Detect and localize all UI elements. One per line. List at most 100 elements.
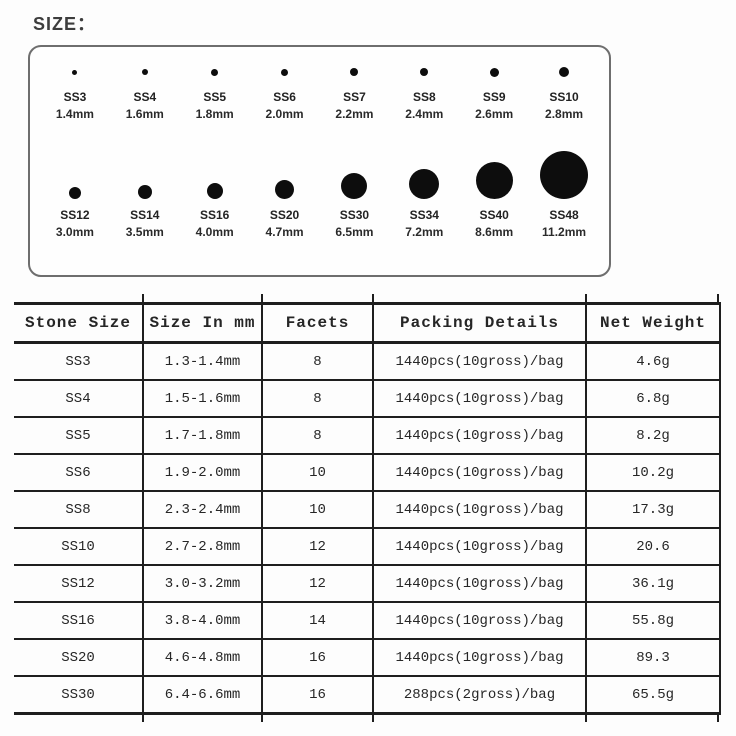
- size-item-ss14: SS14 3.5mm: [110, 147, 180, 239]
- table-row: SS16 3.8-4.0mm 14 1440pcs(10gross)/bag 55.8g: [14, 602, 721, 640]
- table-cell: 12: [261, 565, 373, 603]
- stone-mm-label: 2.2mm: [335, 107, 374, 121]
- dot-holder: [540, 147, 589, 199]
- size-item-ss3: SS3 1.4mm: [40, 63, 110, 121]
- table-cell: 6.4-6.6mm: [142, 676, 262, 715]
- table-cell: 4.6g: [585, 342, 721, 381]
- dot-holder: [409, 147, 440, 199]
- stone-code-label: SS30: [339, 208, 370, 222]
- size-diagram-box: SS3 1.4mm SS4 1.6mm SS5 1.8mm SS6 2.0mm SS7 2.2mm…: [28, 45, 611, 277]
- table-cell: 2.7-2.8mm: [142, 528, 262, 566]
- stone-dot-icon: [409, 169, 440, 199]
- table-cell: 1440pcs(10gross)/bag: [372, 528, 586, 566]
- table-row: SS4 1.5-1.6mm 8 1440pcs(10gross)/bag 6.8g: [14, 380, 721, 418]
- table-cell: 1.3-1.4mm: [142, 342, 262, 381]
- table-cell: 89.3: [585, 639, 721, 677]
- size-item-ss30: SS30 6.5mm: [320, 147, 390, 239]
- table-cell: 16: [261, 676, 373, 715]
- stone-mm-label: 4.7mm: [265, 225, 304, 239]
- table-cell: 36.1g: [585, 565, 721, 603]
- table-cell: 3.0-3.2mm: [142, 565, 262, 603]
- table-cell: 3.8-4.0mm: [142, 602, 262, 640]
- table-cell: 10.2g: [585, 454, 721, 492]
- stone-code-label: SS40: [479, 208, 509, 222]
- dot-holder: [141, 63, 148, 81]
- table-row: SS20 4.6-4.8mm 16 1440pcs(10gross)/bag 89.3: [14, 639, 721, 677]
- table-cell: 8: [261, 342, 373, 381]
- stone-dot-icon: [141, 69, 148, 75]
- table-cell: 288pcs(2gross)/bag: [372, 676, 586, 715]
- stone-code-label: SS48: [549, 208, 579, 222]
- stone-dot-icon: [420, 68, 429, 76]
- stone-mm-label: 2.6mm: [475, 107, 514, 121]
- table-cell: 17.3g: [585, 491, 721, 529]
- table-stub-line: [142, 294, 144, 302]
- stone-dot-icon: [206, 183, 223, 199]
- stone-mm-label: 7.2mm: [405, 225, 444, 239]
- dot-holder: [281, 63, 289, 81]
- table-cell: 4.6-4.8mm: [142, 639, 262, 677]
- dot-holder: [350, 63, 359, 81]
- stone-dot-icon: [211, 68, 219, 76]
- size-item-ss8: SS8 2.4mm: [389, 63, 459, 121]
- table-stub-line: [372, 294, 374, 302]
- stone-code-label: SS5: [203, 90, 227, 104]
- stone-code-label: SS8: [412, 90, 436, 104]
- table-cell: 1.5-1.6mm: [142, 380, 262, 418]
- column-header: Net Weight: [585, 302, 721, 344]
- table-cell: 1.7-1.8mm: [142, 417, 262, 455]
- table-stub-line: [372, 714, 374, 722]
- table-cell: SS4: [14, 380, 143, 418]
- stone-dot-icon: [559, 67, 570, 77]
- size-item-ss10: SS10 2.8mm: [529, 63, 599, 121]
- table-cell: SS12: [14, 565, 143, 603]
- table-cell: SS30: [14, 676, 143, 715]
- table-cell: 1440pcs(10gross)/bag: [372, 380, 586, 418]
- table-cell: 1440pcs(10gross)/bag: [372, 602, 586, 640]
- column-header: Stone Size: [14, 302, 143, 344]
- size-item-ss16: SS16 4.0mm: [180, 147, 250, 239]
- stone-dot-icon: [275, 180, 295, 199]
- table-row: SS30 6.4-6.6mm 16 288pcs(2gross)/bag 65.5g: [14, 676, 721, 715]
- table-cell: 1440pcs(10gross)/bag: [372, 565, 586, 603]
- table-cell: 8.2g: [585, 417, 721, 455]
- table-cell: 12: [261, 528, 373, 566]
- table-cell: SS16: [14, 602, 143, 640]
- table-cell: 55.8g: [585, 602, 721, 640]
- table-cell: 1.9-2.0mm: [142, 454, 262, 492]
- stone-mm-label: 1.4mm: [55, 107, 94, 121]
- stone-dot-icon: [540, 151, 589, 199]
- table-cell: 20.6: [585, 528, 721, 566]
- stone-dot-icon: [72, 69, 78, 75]
- table-stub-line: [717, 294, 719, 302]
- size-item-ss9: SS9 2.6mm: [459, 63, 529, 121]
- table-cell: 10: [261, 454, 373, 492]
- stone-code-label: SS10: [549, 90, 579, 104]
- size-item-ss34: SS34 7.2mm: [389, 147, 459, 239]
- table-cell: 1440pcs(10gross)/bag: [372, 639, 586, 677]
- stone-code-label: SS7: [343, 90, 366, 104]
- stone-dot-icon: [281, 68, 289, 76]
- stone-code-label: SS4: [133, 90, 157, 104]
- table-cell: SS6: [14, 454, 143, 492]
- size-item-ss6: SS6 2.0mm: [250, 63, 320, 121]
- stone-code-label: SS34: [409, 208, 439, 222]
- stone-mm-label: 2.8mm: [545, 107, 584, 121]
- stone-code-label: SS14: [130, 208, 160, 222]
- size-item-ss4: SS4 1.6mm: [110, 63, 180, 121]
- table-cell: 1440pcs(10gross)/bag: [372, 454, 586, 492]
- column-header: Packing Details: [372, 302, 586, 344]
- table-cell: SS8: [14, 491, 143, 529]
- size-item-ss20: SS20 4.7mm: [250, 147, 320, 239]
- stone-dot-icon: [341, 173, 368, 199]
- table-cell: 65.5g: [585, 676, 721, 715]
- stone-code-label: SS16: [200, 208, 230, 222]
- stone-mm-label: 1.6mm: [125, 107, 164, 121]
- stone-mm-label: 2.0mm: [265, 107, 304, 121]
- stone-mm-label: 11.2mm: [542, 225, 587, 239]
- stone-mm-label: 4.0mm: [195, 225, 234, 239]
- page-title: SIZE：: [33, 14, 97, 34]
- dot-holder: [211, 63, 219, 81]
- stone-code-label: SS20: [269, 208, 300, 222]
- table-stub-line: [261, 714, 263, 722]
